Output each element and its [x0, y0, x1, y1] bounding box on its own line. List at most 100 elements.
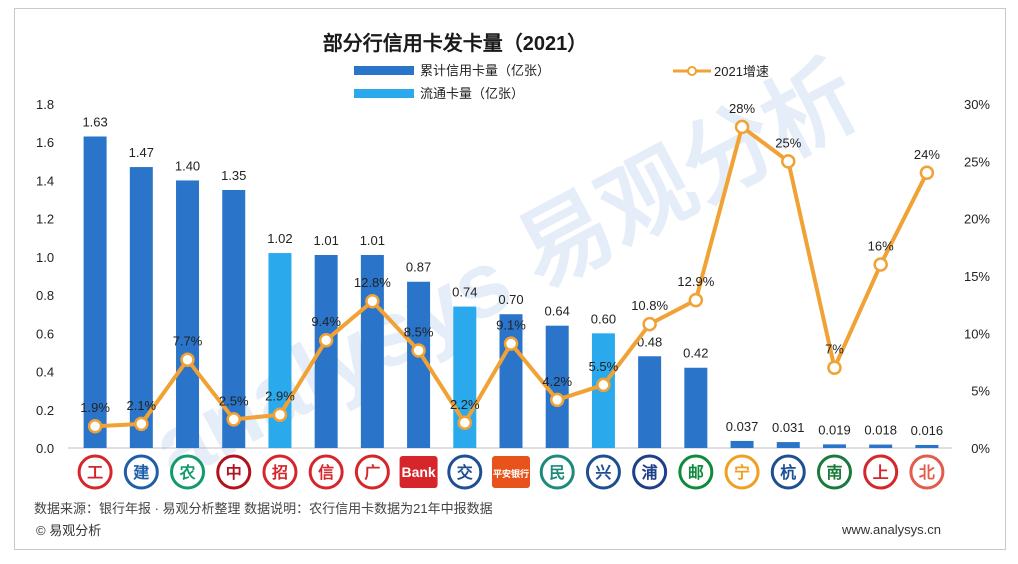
bank-logo-text: 北 [919, 464, 935, 482]
bar-14 [684, 367, 708, 448]
bank-logo-text: Bank [401, 464, 435, 480]
growth-marker-7 [365, 293, 380, 309]
growth-value-label: 12.8% [354, 275, 391, 290]
legend: 累计信用卡量（亿张） 流通卡量（亿张） 2021增速 [354, 63, 769, 101]
y-left-tick-label: 0.0 [36, 441, 54, 456]
y-left-tick-label: 0.2 [36, 403, 54, 418]
bar-value-labels: 1.63 1.47 1.40 1.35 1.02 1.01 1.01 0.87 0.74 0.70… [82, 114, 943, 437]
bank-logo-text: 邮 [688, 463, 704, 482]
bank-logo-6: 信 [308, 454, 344, 490]
bank-logo-text: 浦 [642, 463, 658, 482]
bar-series [83, 136, 939, 449]
bank-logo-12: 兴 [585, 454, 621, 490]
bar-value-label: 1.01 [360, 233, 385, 248]
bar-17 [822, 444, 846, 448]
growth-value-label: 24% [914, 147, 940, 162]
bar-3 [176, 180, 200, 448]
y-left-tick-label: 1.2 [36, 212, 54, 227]
bar-18 [869, 444, 893, 448]
bank-logo-18: 上 [863, 454, 899, 490]
bank-logo-text: 平安银行 [493, 468, 529, 479]
bank-logo-2: 建 [123, 454, 159, 490]
growth-marker-3 [180, 352, 195, 367]
bank-logo-19: 北 [909, 454, 945, 490]
y-right-tick-label: 5% [971, 384, 990, 399]
bank-logo-text: 南 [826, 463, 842, 482]
legend-swatch-cumulative [354, 66, 414, 75]
growth-marker-6 [318, 332, 334, 348]
growth-value-label: 2.1% [126, 398, 156, 413]
bank-logo-13: 浦 [632, 454, 668, 490]
bar-19 [915, 444, 939, 448]
growth-marker-4 [226, 412, 241, 427]
bar-value-label: 1.63 [82, 114, 107, 129]
bank-logo-7: 广 [354, 454, 390, 490]
growth-marker-11 [549, 392, 565, 408]
growth-value-label: 2.5% [219, 393, 249, 408]
y-right-tick-label: 0% [971, 441, 990, 456]
bank-logo-text: 工 [87, 465, 103, 482]
growth-marker-15 [734, 119, 750, 135]
bank-logo-text: 中 [226, 463, 242, 482]
footer-copyright: © 易观分析 [36, 523, 102, 538]
growth-marker-2 [134, 416, 149, 432]
bank-logo-text: 建 [133, 464, 149, 482]
growth-marker-17 [827, 360, 842, 375]
bar-15 [730, 440, 754, 448]
bar-value-label: 0.018 [864, 423, 897, 438]
bar-16 [776, 442, 800, 448]
y-left-tick-label: 1.4 [36, 173, 54, 188]
bank-logo-1: 工 [77, 454, 113, 490]
bar-value-label: 0.87 [406, 260, 431, 275]
growth-marker-8 [411, 343, 426, 358]
y-left-tick-label: 1.8 [36, 97, 54, 112]
bank-logo-10: 平安银行 [492, 456, 530, 488]
legend-label-circulating: 流通卡量（亿张） [420, 86, 524, 101]
growth-marker-5 [272, 407, 288, 422]
growth-marker-19 [919, 165, 935, 181]
growth-marker-9 [457, 415, 473, 431]
y-left-tick-label: 0.8 [36, 288, 54, 303]
legend-marker-growth [687, 66, 697, 76]
growth-marker-1 [87, 418, 103, 434]
bank-logo-text: 杭 [780, 463, 796, 482]
growth-value-label: 16% [868, 239, 894, 254]
y-right-tick-label: 20% [964, 212, 990, 227]
bank-logo-8: Bank [399, 456, 438, 488]
y-right-tick-label: 30% [964, 97, 990, 112]
bar-value-label: 0.70 [498, 292, 523, 307]
bar-5 [268, 253, 292, 448]
bar-value-label: 1.47 [129, 145, 154, 160]
growth-value-label: 2.9% [265, 389, 295, 404]
bank-logo-11: 民 [539, 454, 575, 490]
chart-title: 部分行信用卡发卡量（2021） [323, 31, 588, 55]
bar-13 [638, 356, 662, 448]
bank-logo-5: 招 [262, 454, 298, 490]
bank-logo-text: 广 [364, 463, 380, 482]
bar-value-label: 1.35 [221, 168, 246, 183]
bank-logo-text: 上 [873, 464, 889, 482]
bank-logo-text: 信 [318, 463, 334, 482]
bank-logo-16: 杭 [770, 454, 806, 490]
bar-11 [545, 325, 569, 448]
footer-note: 数据来源：银行年报 · 易观分析整理 数据说明：农行信用卡数据为21年中报数据 [34, 501, 493, 516]
right-axis: 0% 5% 10% 15% 20% 25% 30% [964, 97, 990, 456]
bar-10 [499, 314, 523, 448]
bar-value-label: 1.01 [314, 233, 339, 248]
bank-logo-text: 招 [272, 463, 288, 482]
bank-logo-9: 交 [447, 454, 483, 490]
legend-label-cumulative: 累计信用卡量（亿张） [420, 63, 550, 78]
bank-logo-15: 宁 [724, 454, 760, 490]
growth-value-label: 7% [825, 342, 844, 357]
bank-logo-text: 交 [457, 463, 473, 482]
growth-value-label: 1.9% [80, 400, 110, 415]
growth-line-series: 1.9% 2.1% 7.7% 2.5% 2.9% 9.4% 12.8% 8.5% 2.2% 9.1… [80, 101, 940, 434]
bar-1 [83, 136, 107, 448]
legend-swatch-circulating [354, 89, 414, 98]
bar-8 [407, 281, 431, 448]
growth-value-label: 12.9% [677, 274, 714, 289]
bar-value-label: 0.60 [591, 311, 616, 326]
y-right-tick-label: 15% [964, 269, 990, 284]
growth-value-label: 4.2% [542, 374, 572, 389]
